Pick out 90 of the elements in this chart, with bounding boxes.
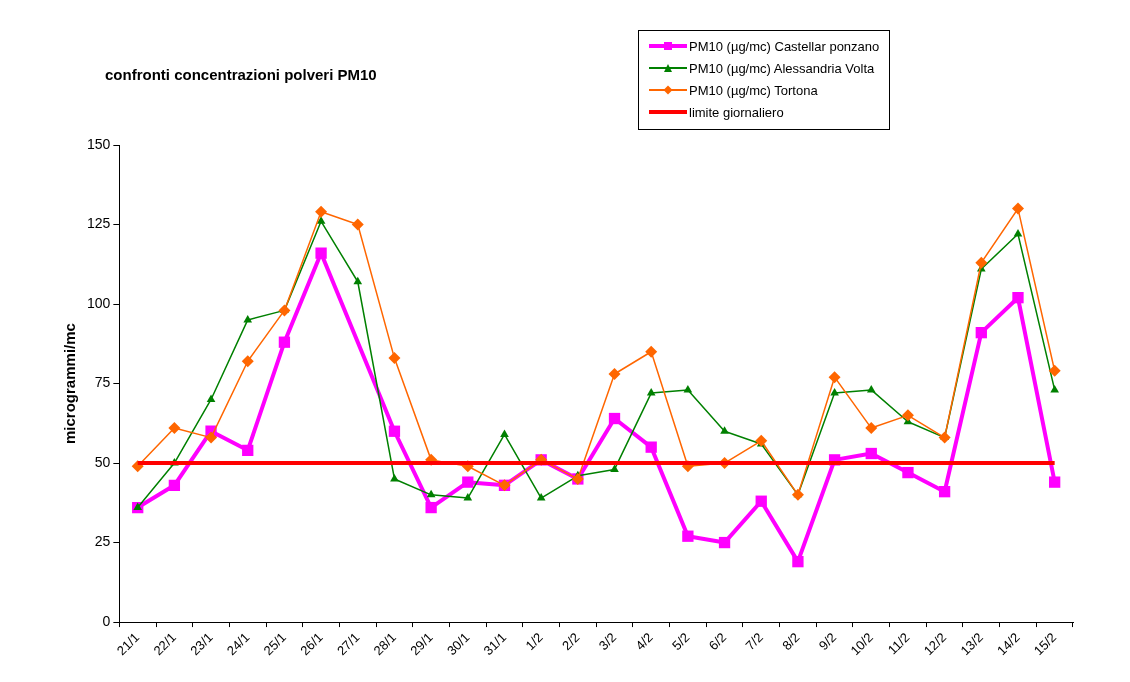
x-tick-label: 4/2 <box>632 629 656 654</box>
point <box>353 276 363 285</box>
point <box>205 431 218 444</box>
point <box>278 336 291 348</box>
y-tick-label: 0 <box>102 612 111 629</box>
point <box>645 441 657 453</box>
x-tick-label: 21/1 <box>113 629 143 659</box>
point <box>608 412 621 425</box>
point <box>425 501 437 514</box>
point <box>683 384 693 393</box>
point <box>278 304 291 317</box>
x-tick-label: 23/1 <box>187 629 216 659</box>
point <box>1049 476 1061 488</box>
point <box>1011 202 1024 215</box>
point <box>865 422 878 435</box>
point <box>242 444 254 456</box>
point <box>975 326 987 339</box>
y-axis-title: microgrammi/mc <box>61 323 79 444</box>
x-tick-label: 1/2 <box>522 629 546 654</box>
point <box>830 388 839 396</box>
point <box>902 466 914 479</box>
y-tick-label: 125 <box>87 215 111 232</box>
point <box>426 489 436 498</box>
point <box>388 425 401 437</box>
point <box>241 355 254 368</box>
x-tick-label: 26/1 <box>297 629 326 659</box>
x-tick-label: 22/1 <box>150 629 180 659</box>
x-tick-label: 3/2 <box>595 629 620 654</box>
point <box>315 247 327 259</box>
point <box>646 388 656 396</box>
point <box>938 486 951 498</box>
x-tick-label: 6/2 <box>705 629 730 654</box>
x-tick-label: 31/1 <box>480 629 510 659</box>
point <box>645 345 658 358</box>
point <box>608 368 621 380</box>
x-tick-label: 30/1 <box>443 629 473 659</box>
x-tick-label: 9/2 <box>815 629 840 654</box>
point <box>168 479 181 491</box>
point <box>682 530 694 542</box>
point <box>975 256 988 269</box>
point <box>315 205 328 218</box>
y-tick-label: 75 <box>94 374 111 391</box>
point <box>536 493 546 501</box>
legend-label: PM10 (µg/mc) Alessandria Volta <box>689 60 875 76</box>
x-tick-label: 24/1 <box>223 629 253 659</box>
x-tick-label: 13/2 <box>957 629 986 659</box>
point <box>865 447 877 460</box>
y-tick-label: 100 <box>87 294 111 311</box>
point <box>316 216 326 224</box>
x-tick-label: 14/2 <box>994 629 1023 659</box>
x-tick-label: 27/1 <box>333 629 363 659</box>
x-tick-label: 2/2 <box>559 629 583 654</box>
point <box>462 476 474 488</box>
legend-label: PM10 (µg/mc) Tortona <box>689 82 818 98</box>
x-tick-label: 12/2 <box>920 629 950 659</box>
point <box>718 536 731 549</box>
point <box>1012 292 1024 304</box>
legend-label: limite giornaliero <box>689 104 784 120</box>
x-tick-label: 7/2 <box>742 629 766 654</box>
point <box>168 422 181 435</box>
point <box>755 495 767 507</box>
point <box>206 394 216 402</box>
point <box>828 371 841 384</box>
x-tick-label: 11/2 <box>884 629 913 658</box>
y-tick-label: 50 <box>94 453 111 470</box>
point <box>351 218 364 231</box>
x-tick-label: 5/2 <box>669 629 693 654</box>
x-tick-label: 15/2 <box>1030 629 1060 659</box>
x-tick-label: 28/1 <box>370 629 400 659</box>
chart-title: confronti concentrazioni polveri PM10 <box>105 66 377 83</box>
point <box>720 426 729 434</box>
point <box>1048 364 1061 377</box>
point <box>388 352 401 365</box>
x-tick-label: 29/1 <box>407 629 436 659</box>
legend-label: PM10 (µg/mc) Castellar ponzano <box>689 38 880 54</box>
point <box>1050 384 1059 393</box>
point <box>610 464 619 472</box>
y-tick-label: 150 <box>87 135 111 152</box>
point <box>243 314 253 323</box>
point <box>755 434 768 447</box>
x-tick-label: 8/2 <box>779 629 803 654</box>
point <box>1013 229 1023 237</box>
y-tick-label: 25 <box>94 533 111 550</box>
point <box>463 493 473 501</box>
x-tick-label: 25/1 <box>260 629 290 659</box>
point <box>866 384 876 393</box>
point <box>901 409 914 422</box>
x-tick-label: 10/2 <box>847 629 876 659</box>
point <box>500 429 509 437</box>
point <box>792 555 804 568</box>
